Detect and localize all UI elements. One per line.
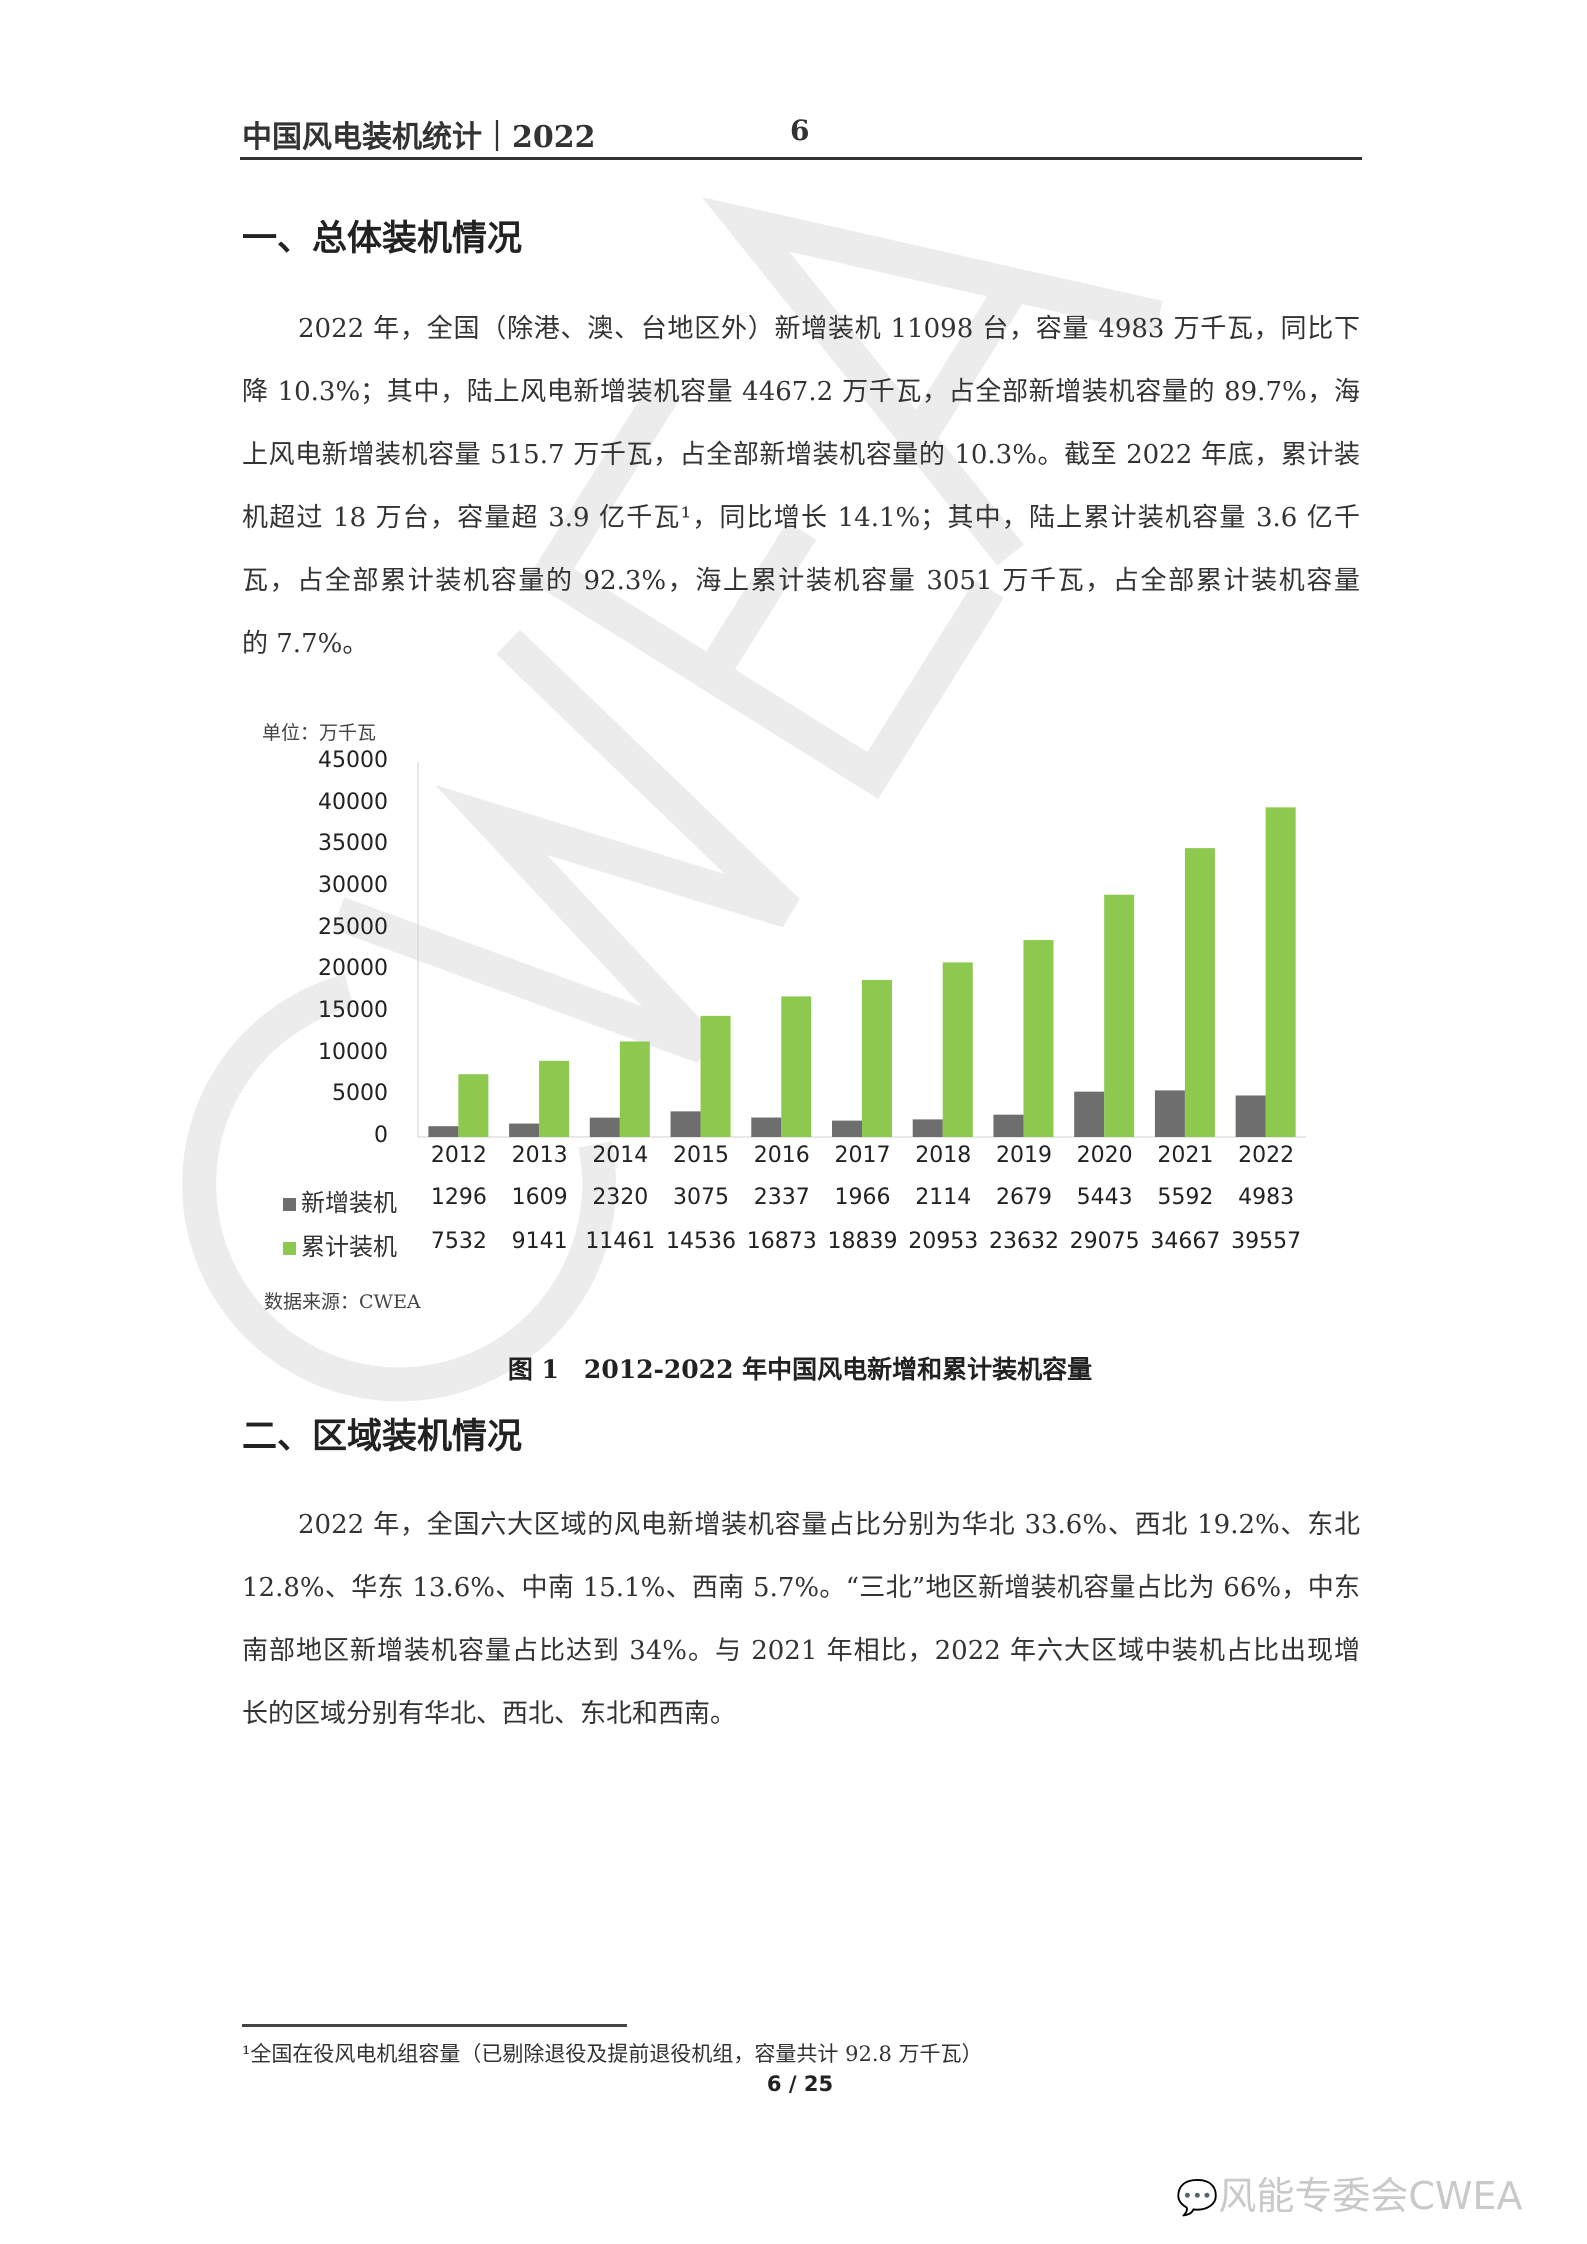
data-label: 2320 [592,1185,649,1210]
section1-paragraph: 2022 年，全国（除港、澳、台地区外）新增装机 11098 台，容量 4983… [242,298,1360,676]
data-label: 7532 [430,1229,487,1254]
data-label: 16873 [746,1229,817,1254]
y-tick-label: 10000 [318,1039,388,1065]
header-rule [240,157,1362,160]
x-tick-label: 2020 [1076,1143,1133,1168]
data-label: 4983 [1238,1185,1295,1210]
wechat-icon: 💬 [1176,2178,1219,2218]
y-tick-label: 0 [374,1123,388,1148]
data-label: 2337 [753,1185,810,1210]
section2-heading: 二、区域装机情况 [242,1417,523,1457]
data-label: 34667 [1150,1229,1221,1254]
x-tick-label: 2015 [673,1143,730,1168]
section1-heading: 一、总体装机情况 [242,219,523,259]
x-tick-label: 2017 [834,1143,891,1168]
bar-cumulative-2014 [619,1041,650,1137]
data-label: 14536 [666,1229,737,1254]
bar-new-2015 [670,1111,701,1137]
data-label: 1966 [834,1185,891,1210]
para-line: 的 7.7%。 [242,629,369,659]
para-line: 2022 年，全国六大区域的风电新增装机容量占比分别为华北 33.6%、西北 1… [298,1510,1360,1540]
x-tick-label: 2022 [1238,1143,1295,1168]
para-line: 瓦，占全部累计装机容量的 92.3%，海上累计装机容量 3051 万千瓦，占全部… [242,566,1360,596]
bar-chart [417,762,1306,1138]
bar-cumulative-2017 [862,980,892,1137]
x-tick-label: 2019 [995,1143,1052,1168]
para-line: 机超过 18 万台，容量超 3.9 亿千瓦¹，同比增长 14.1%；其中，陆上累… [242,503,1360,533]
y-tick-label: 20000 [318,956,388,982]
legend-swatch [283,1198,296,1211]
bar-new-2016 [751,1117,782,1137]
running-header-title: 中国风电装机统计｜2022 [242,120,596,155]
bar-new-2012 [428,1126,459,1137]
data-label: 5592 [1157,1185,1214,1210]
para-line: 长的区域分别有华北、西北、东北和西南。 [242,1699,737,1729]
x-tick-label: 2014 [592,1143,649,1168]
x-tick-label: 2021 [1157,1143,1214,1168]
bar-cumulative-2015 [700,1015,731,1137]
x-tick-label: 2016 [753,1143,810,1168]
bar-new-2019 [993,1114,1024,1137]
legend-label: 新增装机 [301,1189,397,1217]
data-label: 3075 [673,1185,730,1210]
wechat-watermark: 💬风能专委会CWEA [1176,2174,1523,2218]
bar-cumulative-2020 [1104,894,1135,1137]
chart-unit-label: 单位：万千瓦 [262,722,377,744]
para-line: 12.8%、华东 13.6%、中南 15.1%、西南 5.7%。“三北”地区新增… [242,1573,1360,1603]
bar-cumulative-2019 [1023,940,1054,1137]
y-tick-label: 45000 [318,748,388,773]
x-tick-label: 2018 [915,1143,972,1168]
data-label: 1609 [511,1185,568,1210]
data-label: 2114 [915,1185,972,1210]
para-line: 降 10.3%；其中，陆上风电新增装机容量 4467.2 万千瓦，占全部新增装机… [242,377,1360,407]
data-label: 18839 [827,1229,898,1254]
para-line: 2022 年，全国（除港、澳、台地区外）新增装机 11098 台，容量 4983… [298,314,1360,344]
data-label: 5443 [1076,1185,1133,1210]
bar-cumulative-2021 [1184,848,1215,1137]
data-label: 20953 [908,1229,979,1254]
y-tick-label: 40000 [318,789,388,815]
figure-caption: 图 1 2012-2022 年中国风电新增和累计装机容量 [507,1355,1093,1384]
legend-cumulative: 累计装机 [283,1227,397,1262]
data-label: 23632 [988,1229,1059,1254]
x-tick-label: 2012 [430,1143,487,1168]
data-label: 9141 [511,1229,568,1254]
y-tick-label: 25000 [318,914,388,940]
bar-new-2022 [1235,1095,1266,1137]
x-tick-label: 2013 [511,1143,568,1168]
bar-new-2017 [832,1120,862,1137]
data-label: 1296 [430,1185,487,1210]
legend-new: 新增装机 [283,1183,397,1218]
bar-new-2013 [509,1123,540,1137]
page-number: 6 / 25 [766,2072,834,2096]
data-label: 2679 [995,1185,1052,1210]
running-header-page: 6 [790,114,810,147]
bar-new-2018 [912,1119,943,1137]
footnote: ¹全国在役风电机组容量（已剔除退役及提前退役机组，容量共计 92.8 万千瓦） [242,2042,983,2066]
bar-cumulative-2022 [1265,807,1296,1137]
bar-new-2020 [1074,1091,1105,1137]
legend-swatch [283,1242,296,1255]
y-tick-label: 15000 [318,998,388,1023]
y-tick-label: 5000 [332,1081,388,1107]
bar-new-2021 [1154,1090,1185,1137]
section2-paragraph: 2022 年，全国六大区域的风电新增装机容量占比分别为华北 33.6%、西北 1… [242,1494,1360,1746]
data-label: 29075 [1069,1229,1140,1254]
bar-new-2014 [589,1117,620,1137]
bar-cumulative-2018 [942,962,973,1137]
chart-source: 数据来源：CWEA [264,1291,421,1313]
y-tick-label: 30000 [318,873,388,898]
para-line: 南部地区新增装机容量占比达到 34%。与 2021 年相比，2022 年六大区域… [242,1636,1360,1666]
para-line: 上风电新增装机容量 515.7 万千瓦，占全部新增装机容量的 10.3%。截至 … [242,440,1360,470]
data-label: 39557 [1231,1229,1302,1254]
data-label: 11461 [585,1229,656,1254]
footnote-rule [242,2024,627,2027]
bar-cumulative-2012 [458,1074,489,1137]
y-tick-label: 35000 [318,831,388,857]
bar-cumulative-2016 [781,996,812,1137]
legend-label: 累计装机 [301,1233,397,1261]
bar-cumulative-2013 [539,1060,570,1137]
